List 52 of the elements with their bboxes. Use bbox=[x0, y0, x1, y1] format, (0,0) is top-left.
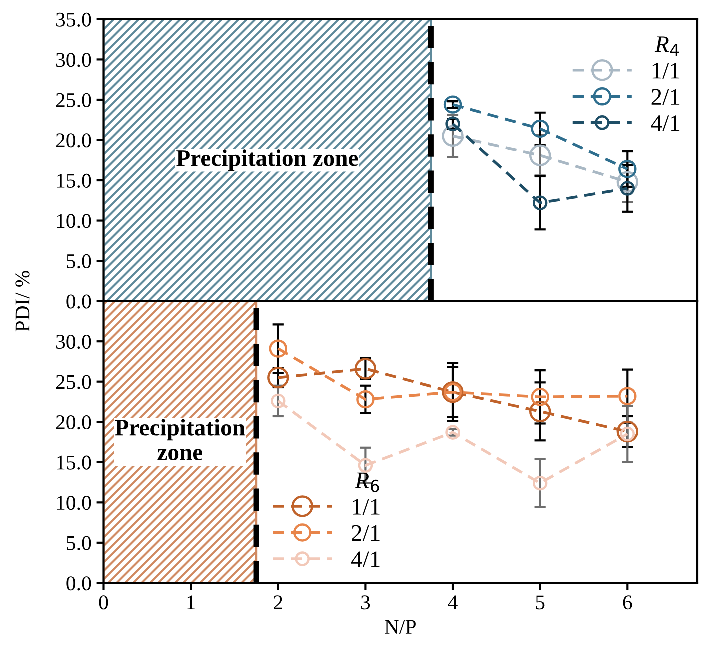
point bbox=[442, 125, 464, 148]
legend-label: 2/1 bbox=[652, 89, 680, 106]
point bbox=[532, 196, 548, 210]
point bbox=[271, 394, 286, 409]
point bbox=[616, 171, 638, 193]
legend-label: 1/1 bbox=[353, 499, 380, 515]
y-tick-label: 0.0 bbox=[66, 576, 92, 591]
x-tick-label: 1 bbox=[188, 596, 196, 610]
y-tick-label: 5.0 bbox=[67, 254, 92, 269]
point bbox=[618, 387, 637, 406]
point bbox=[268, 367, 290, 389]
y-tick-label: 0.0 bbox=[66, 294, 92, 309]
legend-label: 2/1 bbox=[352, 525, 380, 542]
x-tick-label: 0 bbox=[99, 596, 108, 610]
y-tick-label: 25.0 bbox=[56, 93, 92, 108]
legend-label: 4/1 bbox=[351, 552, 380, 568]
x-tick-label: 2 bbox=[274, 596, 282, 610]
legend-title: R$_{4}$ bbox=[654, 36, 680, 56]
y-tick-label: 5.0 bbox=[67, 536, 92, 550]
legend-label: 4/1 bbox=[651, 116, 680, 132]
y-tick-label: 10.0 bbox=[57, 214, 92, 228]
y-tick-label: 10.0 bbox=[57, 496, 92, 510]
point bbox=[529, 400, 552, 422]
y-tick-label: 20.0 bbox=[56, 416, 92, 430]
point bbox=[531, 388, 550, 406]
y-tick-label: 15.0 bbox=[57, 456, 92, 470]
y-tick-label: 25.0 bbox=[56, 375, 92, 390]
point bbox=[616, 420, 638, 443]
y-tick-label: 30.0 bbox=[56, 334, 92, 350]
legend-label: 1/1 bbox=[652, 63, 680, 79]
point bbox=[269, 340, 288, 358]
point bbox=[446, 425, 460, 440]
y-tick-label: 35.0 bbox=[56, 12, 92, 27]
y-axis-title: PDI/ % bbox=[16, 271, 30, 332]
y-tick-label: 20.0 bbox=[56, 134, 92, 148]
point bbox=[531, 120, 550, 138]
x-tick-label: 6 bbox=[623, 596, 632, 610]
point bbox=[529, 144, 552, 166]
x-tick-label: 5 bbox=[536, 596, 545, 610]
point bbox=[444, 96, 462, 114]
x-tick-label: 3 bbox=[361, 596, 370, 610]
x-axis-title: N/P bbox=[385, 620, 416, 634]
band-label: Precipitation zone bbox=[115, 419, 246, 461]
point bbox=[618, 160, 637, 178]
y-tick-label: 30.0 bbox=[56, 53, 92, 68]
y-tick-label: 15.0 bbox=[57, 174, 92, 188]
point bbox=[532, 476, 548, 491]
point bbox=[356, 390, 375, 409]
point bbox=[358, 458, 374, 473]
band-label: Precipitation zone bbox=[176, 150, 358, 172]
point bbox=[354, 358, 377, 380]
x-tick-label: 4 bbox=[448, 596, 458, 610]
